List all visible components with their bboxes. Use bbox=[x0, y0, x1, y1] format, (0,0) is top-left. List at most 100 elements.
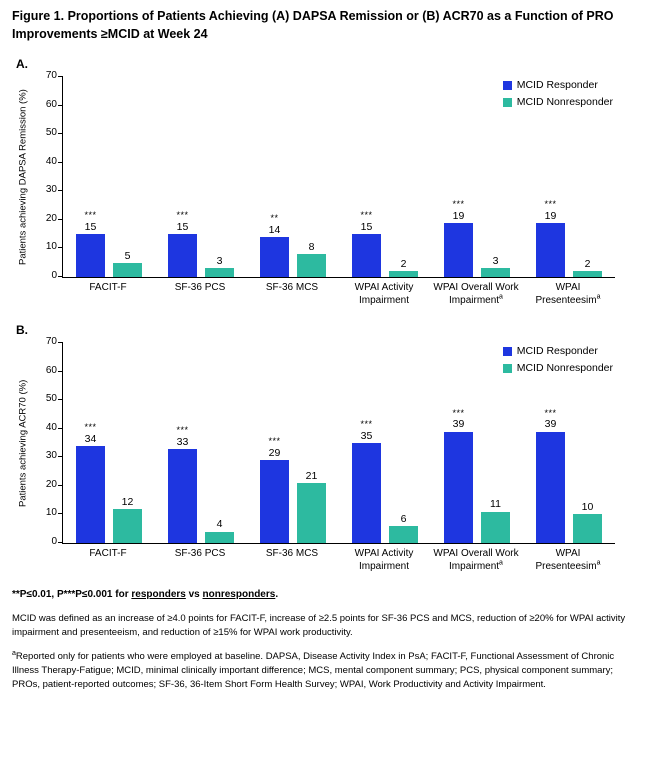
significance-stars: *** bbox=[176, 210, 189, 221]
bar bbox=[573, 271, 602, 277]
legend-label: MCID Nonresponder bbox=[516, 96, 613, 108]
bar-group: *** 29 21 bbox=[247, 436, 339, 543]
y-axis-title: Patients achieving ACR70 (%) bbox=[17, 379, 29, 507]
responder-bar: *** 35 bbox=[352, 419, 381, 543]
footnotes: **P≤0.01, P***P≤0.001 for responders vs … bbox=[12, 589, 639, 692]
bar-value-label: 5 bbox=[124, 249, 131, 262]
panel-a-label: A. bbox=[16, 57, 28, 71]
significance-stars: ** bbox=[270, 212, 279, 223]
figure-title: Figure 1. Proportions of Patients Achiev… bbox=[12, 9, 614, 41]
y-tick-label: 0 bbox=[51, 270, 57, 281]
x-category-label: FACIT-F bbox=[89, 282, 127, 293]
responder-bar: ** 14 bbox=[260, 212, 289, 277]
responder-bar: *** 19 bbox=[536, 198, 565, 277]
bar bbox=[536, 431, 565, 543]
bar-value-label: 8 bbox=[308, 241, 315, 254]
y-tick-label: 10 bbox=[45, 507, 57, 519]
bar-group: *** 15 3 bbox=[155, 210, 247, 277]
nonresponder-bar: 6 bbox=[389, 513, 418, 543]
bar bbox=[444, 431, 473, 543]
significance-stars: *** bbox=[176, 424, 189, 435]
significance-stars: *** bbox=[544, 198, 557, 209]
bar-value-label: 33 bbox=[176, 435, 189, 448]
pvalue-prefix: **P≤0.01, P***P≤0.001 for bbox=[12, 589, 132, 600]
y-tick-mark bbox=[58, 342, 63, 343]
bar bbox=[113, 262, 142, 277]
bar-group: *** 15 5 bbox=[63, 210, 155, 277]
nonresponder-bar: 5 bbox=[113, 250, 142, 277]
nonresponder-bar: 2 bbox=[389, 258, 418, 277]
bar-value-label: 21 bbox=[305, 469, 318, 482]
bar-value-label: 19 bbox=[452, 209, 465, 222]
y-tick-mark bbox=[58, 104, 63, 106]
bar bbox=[205, 531, 234, 543]
responder-bar: *** 33 bbox=[168, 424, 197, 543]
abbreviations-text: Reported only for patients who were empl… bbox=[12, 650, 615, 691]
bar-value-label: 6 bbox=[400, 512, 407, 525]
pvalue-suffix: . bbox=[275, 589, 279, 600]
legend-label: MCID Nonresponder bbox=[516, 362, 613, 374]
responder-bar: *** 15 bbox=[76, 210, 105, 277]
footnote-superscript-a: a bbox=[12, 649, 16, 657]
bar-group: ** 14 8 bbox=[247, 212, 339, 277]
bar-group: *** 15 2 bbox=[339, 210, 431, 277]
y-tick-mark bbox=[58, 133, 63, 135]
panel-a: A. Patients achieving DAPSA Remission (%… bbox=[12, 57, 639, 307]
nonresponder-bar: 11 bbox=[481, 498, 510, 543]
bar-value-label: 15 bbox=[360, 221, 373, 234]
nonresponder-bar: 10 bbox=[573, 501, 602, 543]
chart-a: Patients achieving DAPSA Remission (%) 0… bbox=[16, 71, 639, 307]
y-tick-mark bbox=[58, 513, 63, 515]
bar bbox=[76, 234, 105, 277]
y-tick-mark bbox=[58, 542, 63, 543]
y-tick-mark bbox=[58, 456, 63, 458]
y-tick-label: 20 bbox=[45, 212, 57, 224]
legend-swatch-icon bbox=[502, 363, 512, 373]
abbreviations-footnote: aReported only for patients who were emp… bbox=[12, 649, 639, 693]
category-superscript: a bbox=[596, 293, 601, 301]
bar bbox=[260, 460, 289, 543]
bar-value-label: 39 bbox=[452, 418, 465, 431]
nonresponder-bar: 21 bbox=[297, 470, 326, 543]
y-tick-mark bbox=[58, 247, 63, 249]
y-tick-label: 50 bbox=[45, 393, 57, 405]
nonresponder-bar: 3 bbox=[481, 255, 510, 277]
x-category-label: WPAI Presenteesima bbox=[535, 548, 601, 572]
bar bbox=[168, 234, 197, 277]
y-tick-label: 20 bbox=[45, 478, 57, 490]
pvalue-vs: vs bbox=[185, 589, 203, 600]
y-tick-label: 70 bbox=[45, 336, 57, 347]
bar-group: *** 39 11 bbox=[431, 408, 523, 543]
category-superscript: a bbox=[499, 559, 503, 567]
mcid-definition-footnote: MCID was defined as an increase of ≥4.0 … bbox=[12, 613, 626, 639]
y-tick-mark bbox=[58, 76, 63, 77]
y-tick-mark bbox=[58, 161, 63, 163]
bar bbox=[389, 525, 418, 543]
x-category-label: WPAI Presenteesima bbox=[535, 282, 601, 306]
significance-stars: *** bbox=[84, 210, 97, 221]
category-superscript: a bbox=[499, 293, 503, 301]
responder-bar: *** 39 bbox=[536, 408, 565, 543]
nonresponder-bar: 2 bbox=[573, 258, 602, 277]
bar-value-label: 14 bbox=[268, 223, 281, 236]
bar bbox=[481, 268, 510, 277]
bar bbox=[76, 445, 105, 543]
legend-item: MCID Nonresponder bbox=[502, 96, 613, 108]
bar bbox=[297, 254, 326, 277]
x-category-label: SF-36 PCS bbox=[174, 548, 226, 559]
y-tick-mark bbox=[58, 427, 63, 429]
legend-swatch-icon bbox=[502, 97, 512, 107]
bar bbox=[481, 511, 510, 543]
panel-b-label: B. bbox=[16, 323, 28, 337]
bar-value-label: 4 bbox=[216, 518, 223, 531]
bar-value-label: 15 bbox=[176, 221, 189, 234]
bar-group: *** 35 6 bbox=[339, 419, 431, 543]
bar-value-label: 19 bbox=[544, 209, 557, 222]
bar bbox=[352, 234, 381, 277]
legend: MCID Responder MCID Nonresponder bbox=[502, 79, 613, 108]
bar bbox=[205, 268, 234, 277]
nonresponder-bar: 8 bbox=[297, 241, 326, 277]
bar bbox=[113, 508, 142, 543]
y-tick-label: 40 bbox=[45, 421, 57, 433]
